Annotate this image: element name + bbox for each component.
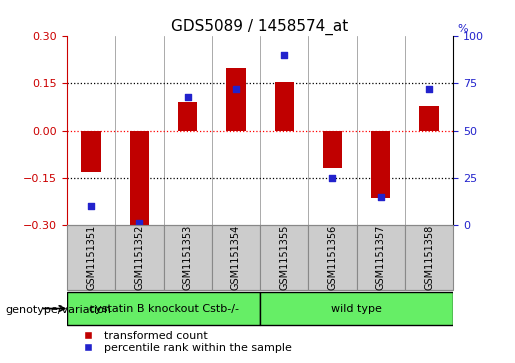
Bar bbox=[67, 292, 260, 325]
Bar bbox=[323, 131, 342, 168]
Point bbox=[87, 203, 95, 209]
Text: cystatin B knockout Cstb-/-: cystatin B knockout Cstb-/- bbox=[89, 303, 238, 314]
Bar bbox=[274, 82, 294, 131]
Point bbox=[425, 86, 433, 92]
Point bbox=[135, 220, 144, 226]
Point bbox=[183, 94, 192, 99]
Text: genotype/variation: genotype/variation bbox=[5, 305, 111, 315]
Bar bbox=[260, 292, 453, 325]
Bar bbox=[371, 131, 390, 198]
Bar bbox=[130, 131, 149, 227]
Text: wild type: wild type bbox=[331, 303, 382, 314]
Text: %: % bbox=[457, 24, 468, 34]
Title: GDS5089 / 1458574_at: GDS5089 / 1458574_at bbox=[171, 19, 349, 35]
Point bbox=[376, 194, 385, 200]
Bar bbox=[178, 102, 197, 131]
Text: GSM1151355: GSM1151355 bbox=[279, 225, 289, 290]
Text: GSM1151357: GSM1151357 bbox=[376, 225, 386, 290]
Bar bbox=[419, 106, 439, 131]
Bar bbox=[67, 225, 115, 290]
Bar bbox=[308, 225, 356, 290]
Bar bbox=[115, 225, 163, 290]
Bar bbox=[226, 68, 246, 131]
Text: GSM1151352: GSM1151352 bbox=[134, 225, 144, 290]
Legend: transformed count, percentile rank within the sample: transformed count, percentile rank withi… bbox=[73, 326, 296, 358]
Text: GSM1151358: GSM1151358 bbox=[424, 225, 434, 290]
Text: GSM1151351: GSM1151351 bbox=[86, 225, 96, 290]
Bar bbox=[81, 131, 101, 172]
Bar bbox=[260, 225, 308, 290]
Point bbox=[280, 52, 288, 58]
Bar bbox=[405, 225, 453, 290]
Point bbox=[329, 175, 337, 181]
Text: GSM1151354: GSM1151354 bbox=[231, 225, 241, 290]
Bar bbox=[212, 225, 260, 290]
Bar bbox=[163, 225, 212, 290]
Bar bbox=[356, 225, 405, 290]
Text: GSM1151353: GSM1151353 bbox=[183, 225, 193, 290]
Text: GSM1151356: GSM1151356 bbox=[328, 225, 337, 290]
Point bbox=[232, 86, 240, 92]
